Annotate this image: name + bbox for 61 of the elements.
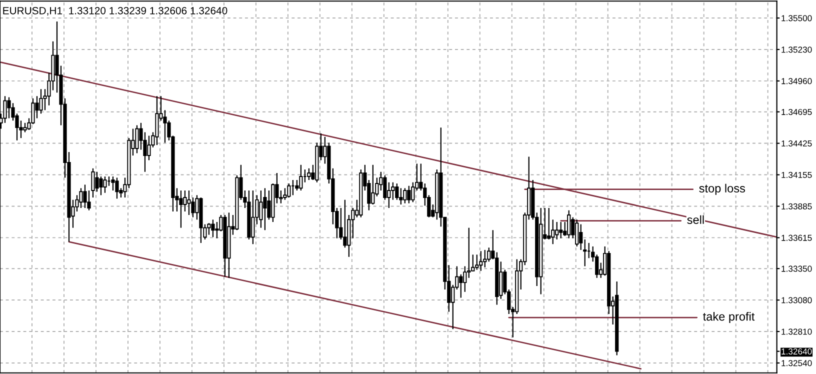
candlestick [343, 199, 347, 248]
candlestick [475, 254, 479, 270]
candlestick [135, 124, 139, 154]
candlestick [259, 190, 263, 228]
candlestick [411, 182, 415, 203]
candlestick [211, 219, 215, 238]
y-tick-label: 1.32640 [782, 348, 812, 355]
y-tick-label: 1.34425 [782, 140, 812, 147]
candlestick [179, 190, 183, 228]
y-tick-label: 1.33615 [782, 234, 812, 241]
candlestick [407, 185, 411, 204]
candlestick [299, 164, 303, 192]
candlestick [307, 168, 311, 181]
candlestick [115, 177, 119, 200]
candlestick [251, 190, 255, 245]
candlestick [399, 188, 403, 206]
candlestick [7, 96, 11, 119]
series-label: stop loss [699, 184, 746, 195]
candlestick [23, 122, 27, 133]
series-label: sell [687, 215, 704, 224]
candlestick [79, 188, 83, 209]
chart-title: EURUSD,H1 1.33120 1.33239 1.32606 1.32640 [3, 6, 228, 16]
candlestick [99, 176, 103, 196]
candlestick [187, 190, 191, 216]
candlestick [579, 224, 583, 250]
y-tick-label: 1.33350 [782, 266, 812, 272]
candlestick [403, 188, 407, 204]
candlestick [499, 261, 503, 300]
y-tick-label: 1.34960 [782, 78, 812, 84]
candlestick [575, 219, 579, 247]
series-label: take profit [703, 312, 755, 324]
y-tick-label: 1.34155 [782, 172, 812, 178]
candlestick [155, 96, 159, 146]
y-tick-label: 1.33080 [782, 297, 812, 304]
y-tick-label: 1.33885 [782, 203, 812, 210]
candlestick [567, 210, 571, 239]
candlestick [383, 174, 387, 200]
candlestick [103, 176, 107, 194]
candlestick [39, 88, 43, 114]
candlestick [83, 184, 87, 209]
candlestick [263, 188, 267, 231]
candlestick [287, 182, 291, 198]
candlestick [147, 135, 151, 161]
candlestick [459, 274, 463, 298]
candlestick [555, 221, 559, 240]
candlestick [371, 164, 375, 206]
candlestick [283, 188, 287, 200]
candlestick [479, 250, 483, 272]
candlestick [483, 249, 487, 268]
candlestick [395, 182, 399, 200]
candlestick [547, 207, 551, 240]
y-tick-label: 1.34695 [782, 108, 812, 116]
y-tick-label: 1.32810 [782, 328, 812, 335]
y-tick-label: 1.32540 [782, 360, 812, 366]
candlestick [207, 222, 211, 236]
y-tick-label: 1.35500 [782, 15, 812, 22]
y-tick-label: 1.35230 [782, 46, 812, 53]
candlestick [215, 221, 219, 239]
candlestick [559, 221, 563, 239]
candlestick [95, 171, 99, 192]
candlestick [295, 179, 299, 192]
